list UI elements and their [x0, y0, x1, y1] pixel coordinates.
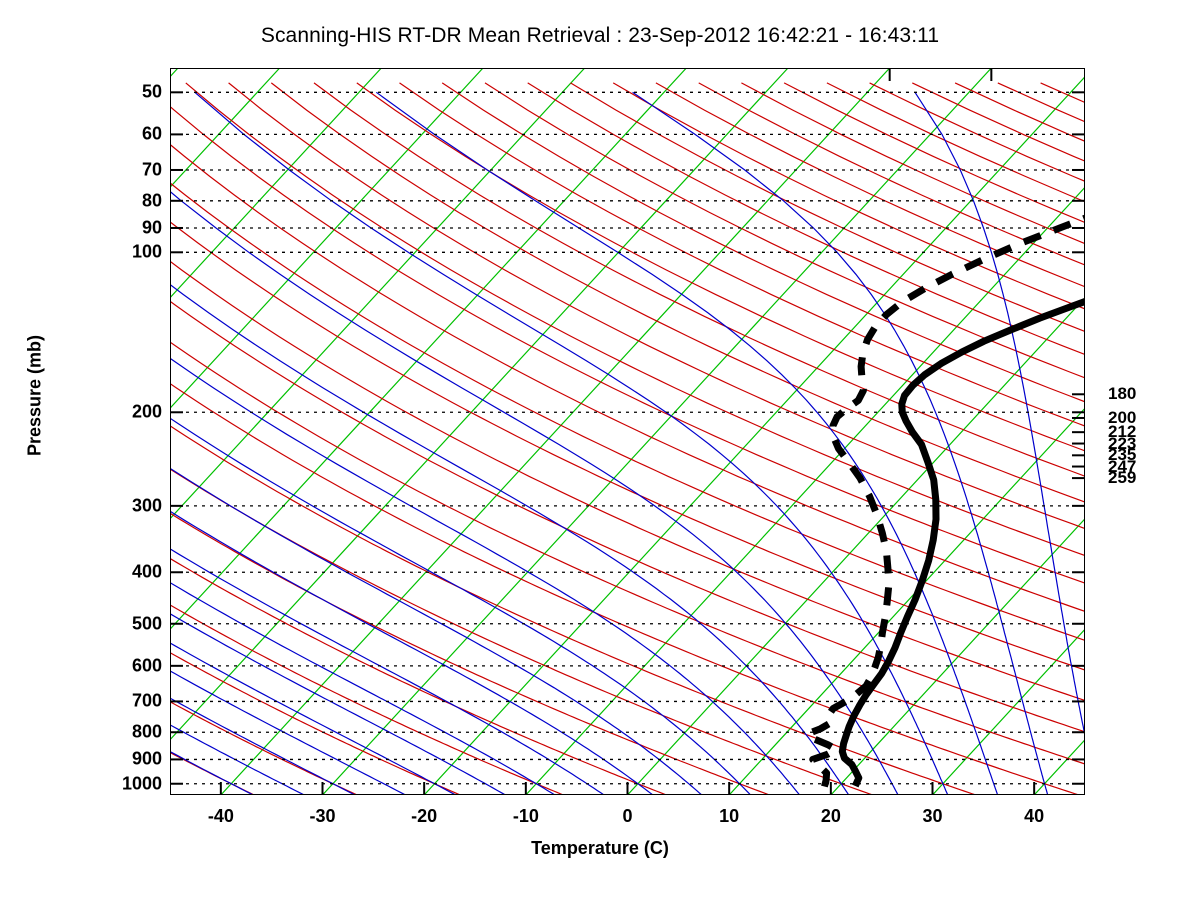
dry-adiabat — [170, 105, 1085, 584]
moist-adiabat — [170, 642, 456, 795]
dry-adiabat — [170, 701, 358, 795]
isotherm — [322, 68, 992, 795]
y-axis-tick-label: 70 — [141, 159, 162, 180]
moist-adiabat — [170, 670, 406, 795]
x-axis-tick-label: 20 — [820, 806, 841, 826]
moist-adiabat — [194, 91, 949, 795]
isotherm — [932, 628, 1085, 795]
y-axis-tick-label: 90 — [141, 217, 162, 238]
dry-adiabat — [170, 751, 255, 795]
dry-adiabat — [170, 468, 873, 795]
isotherm — [170, 68, 586, 520]
dry-adiabat — [313, 82, 1085, 477]
y-axis-tick-label: 700 — [131, 690, 162, 711]
right-axis-label: 180 — [1108, 384, 1137, 404]
moist-adiabat — [170, 190, 899, 795]
right-axis-label: 259 — [1108, 468, 1137, 488]
dry-adiabat — [170, 143, 1085, 613]
profile-curves — [804, 214, 1085, 788]
moist-adiabat — [170, 581, 556, 795]
moist-adiabat-lines — [170, 91, 1085, 795]
y-axis-labels: 50 60 70 80 90 100 200 300 400 500 600 700 800 900 100… — [104, 68, 162, 795]
moist-adiabat — [170, 697, 356, 795]
dry-adiabat — [356, 82, 1085, 452]
isotherm — [170, 68, 789, 741]
moist-adiabat — [632, 91, 1049, 795]
x-axis-tick-label: 30 — [922, 806, 943, 826]
right-axis-label: 223 — [1108, 433, 1137, 453]
isotherm-lines — [170, 68, 1085, 795]
y-axis-tick-label: 1000 — [121, 773, 162, 794]
x-axis-labels: -40 -30 -20 -10 0 10 20 30 40 — [170, 806, 1085, 836]
y-axis-tick-label: 300 — [131, 495, 162, 516]
dry-adiabat — [170, 300, 1085, 733]
plot-area — [170, 68, 1085, 795]
axis-ticks — [170, 68, 1085, 795]
moist-adiabat — [375, 91, 999, 795]
dry-adiabat — [170, 557, 667, 795]
isotherm — [423, 75, 1085, 795]
isotherm — [170, 68, 382, 299]
chart-title: Scanning-HIS RT-DR Mean Retrieval : 23-S… — [260, 24, 940, 47]
dry-adiabat — [170, 604, 564, 795]
isotherm — [170, 68, 687, 631]
y-axis-tick-label: 100 — [131, 241, 162, 262]
isotherm — [220, 68, 891, 795]
skewt-svg — [170, 68, 1085, 795]
isotherm — [728, 407, 1085, 795]
plot-background — [170, 68, 1085, 795]
x-axis-title: Temperature (C) — [531, 838, 669, 858]
y-axis-tick-label: 200 — [131, 401, 162, 422]
dry-adiabat-lines — [170, 82, 1085, 795]
isotherm — [627, 296, 1085, 795]
dry-adiabat — [185, 82, 1085, 557]
right-axis-labels: 180 200 212 223 235 247 259 — [1108, 68, 1198, 795]
temperature-profile — [838, 297, 1085, 788]
dry-adiabat — [170, 382, 1079, 795]
y-axis-tick-label: 400 — [131, 561, 162, 582]
right-axis-label: 200 — [1108, 407, 1137, 427]
moist-adiabat — [170, 724, 305, 795]
x-axis-tick-label: -30 — [309, 806, 336, 826]
right-axis-label: 212 — [1108, 422, 1137, 442]
x-axis-tick-label: 10 — [719, 806, 740, 826]
x-axis-tick-label: -10 — [512, 806, 539, 826]
x-axis-tick-label: -40 — [207, 806, 234, 826]
moist-adiabat — [170, 750, 254, 795]
y-axis-title: Pressure (mb) — [24, 334, 45, 457]
moist-adiabat — [914, 91, 1085, 739]
moist-adiabat — [170, 548, 605, 795]
dry-adiabat — [170, 260, 1085, 702]
y-axis-tick-label: 60 — [141, 123, 162, 144]
y-axis-tick-label: 800 — [131, 721, 162, 742]
y-axis-tick-label: 900 — [131, 748, 162, 769]
moist-adiabat — [170, 357, 801, 795]
moist-adiabat — [170, 417, 752, 795]
x-axis-tick-label: 40 — [1024, 806, 1045, 826]
y-axis-tick-label: 500 — [131, 613, 162, 634]
moist-adiabat — [170, 613, 506, 795]
isotherm — [830, 517, 1085, 795]
y-axis-tick-label: 50 — [141, 81, 162, 102]
x-axis-tick-label: 0 — [622, 806, 633, 826]
moist-adiabat — [170, 467, 703, 795]
dry-adiabat — [170, 341, 1085, 765]
right-axis-label: 235 — [1108, 445, 1137, 465]
isotherm — [170, 68, 484, 410]
isotherm — [525, 186, 1085, 795]
dry-adiabat — [170, 425, 976, 795]
dewpoint-profile — [804, 214, 1085, 788]
dry-adiabat — [170, 652, 461, 795]
dry-adiabat — [170, 182, 1085, 641]
y-axis-tick-label: 80 — [141, 190, 162, 211]
moist-adiabat — [170, 510, 654, 795]
y-axis-tick-label: 600 — [131, 655, 162, 676]
dry-adiabat — [170, 512, 770, 795]
dry-adiabat — [170, 221, 1085, 671]
x-axis-tick-label: -20 — [411, 806, 438, 826]
dry-adiabat — [270, 82, 1085, 503]
right-axis-label: 247 — [1108, 456, 1137, 476]
